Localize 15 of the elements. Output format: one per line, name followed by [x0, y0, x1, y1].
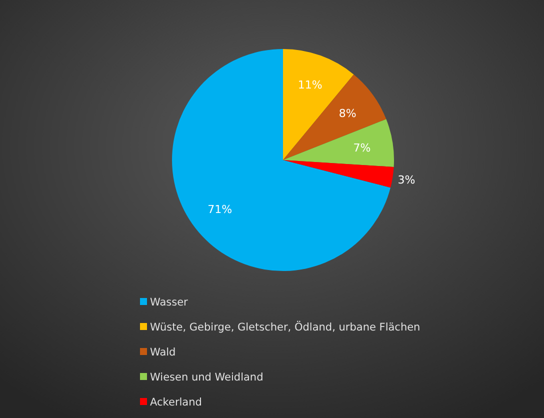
legend-label: Wüste, Gebirge, Gletscher, Ödland, urbane Flächen [150, 320, 420, 334]
legend-label: Wasser [150, 296, 189, 309]
legend-label: Wald [150, 346, 176, 359]
pie-slice [283, 74, 386, 160]
data-label: 3% [398, 173, 416, 186]
legend-label: Ackerland [150, 396, 202, 409]
data-label: 71% [208, 202, 232, 216]
pie-slice [283, 119, 394, 167]
legend-label: Wiesen und Weidland [150, 372, 264, 384]
pie-slice [172, 49, 391, 271]
data-label: 7% [353, 141, 371, 154]
pie-slice [283, 49, 354, 160]
data-label: 8% [338, 106, 356, 120]
pie-slice [283, 160, 394, 188]
data-label: 11% [298, 78, 322, 92]
